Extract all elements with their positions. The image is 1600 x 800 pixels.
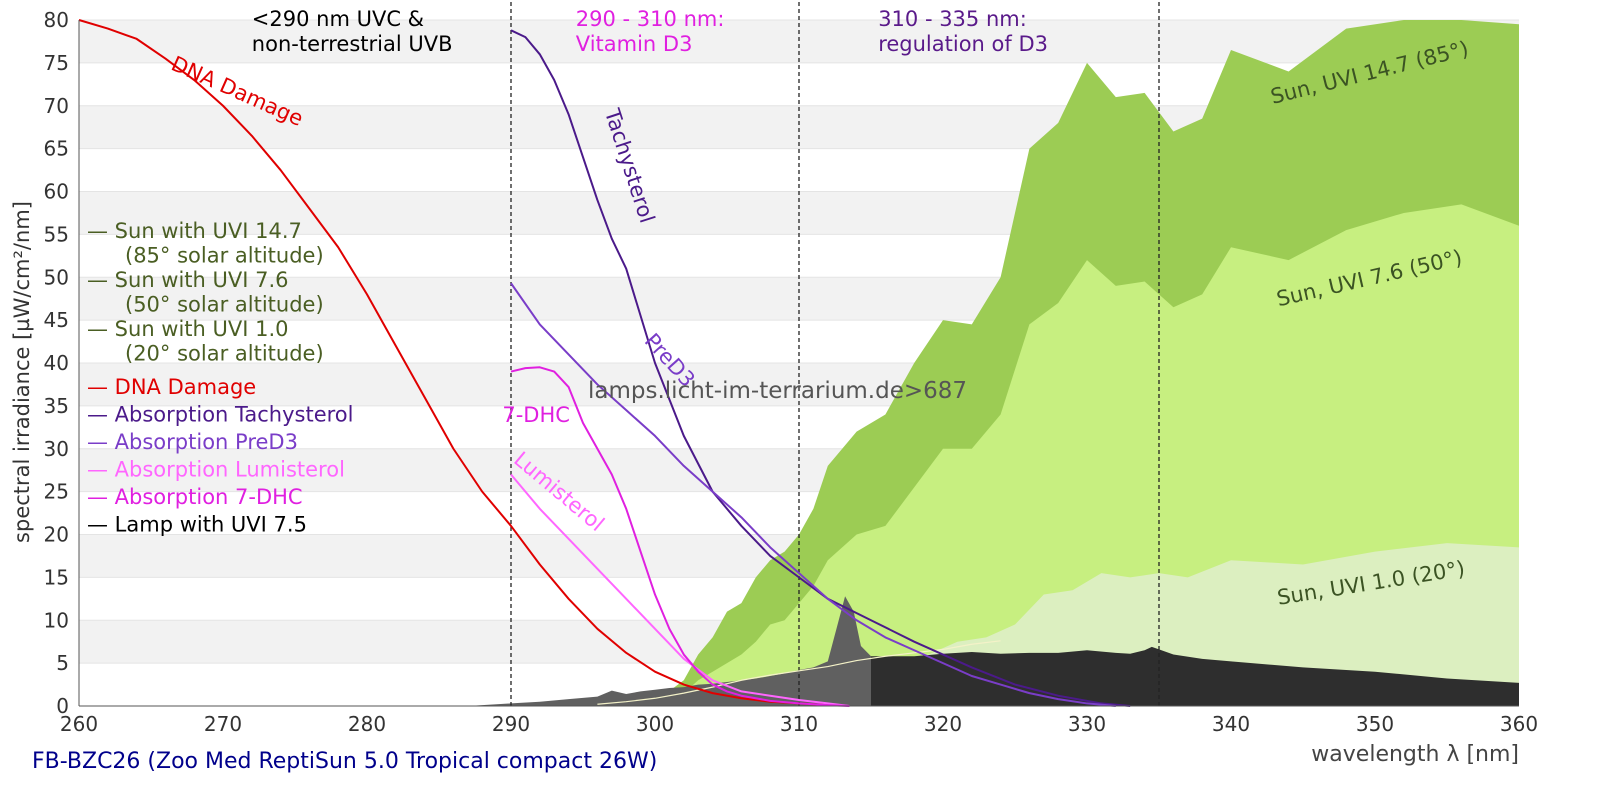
- curve-absorption-7-dhc: [510, 366, 850, 707]
- y-tick-label: 70: [44, 94, 69, 118]
- y-tick-label: 10: [44, 608, 69, 632]
- x-tick-label: 270: [204, 712, 242, 736]
- legend-entry-4: — DNA Damage: [87, 375, 256, 399]
- y-tick-label: 5: [56, 651, 69, 675]
- y-tick-label: 20: [44, 523, 69, 547]
- y-tick-label: 0: [56, 694, 69, 718]
- legend-entry-6: — Absorption PreD3: [87, 430, 298, 454]
- region-label-1: <290 nm UVC & non-terrestrial UVB: [252, 7, 453, 56]
- label-7-dhc: 7-DHC: [502, 403, 570, 427]
- y-tick-label: 60: [44, 180, 69, 204]
- y-tick-label: 40: [44, 351, 69, 375]
- x-tick-label: 280: [348, 712, 386, 736]
- legend-entry-1: — Sun with UVI 14.7 (85° solar altitude): [87, 219, 324, 268]
- curve-absorption-tachysterol: [510, 29, 1131, 707]
- x-tick-label: 360: [1500, 712, 1538, 736]
- x-tick-label: 310: [780, 712, 818, 736]
- legend-entry-7: — Absorption Lumisterol: [87, 458, 345, 482]
- y-tick-label: 15: [44, 565, 69, 589]
- y-tick-label: 25: [44, 480, 69, 504]
- sun-and-lamp-areas: [467, 20, 1519, 707]
- area-lamp-with-uvi-7-5-low: [467, 596, 871, 706]
- legend-entry-3: — Sun with UVI 1.0 (20° solar altitude): [87, 317, 324, 366]
- watermark-text: lamps.licht-im-terrarium.de>687: [588, 378, 967, 404]
- x-tick-label: 320: [924, 712, 962, 736]
- x-axis-label: wavelength λ [nm]: [1311, 742, 1519, 767]
- y-tick-label: 75: [44, 51, 69, 75]
- y-tick-label: 55: [44, 222, 69, 246]
- legend-entry-5: — Absorption Tachysterol: [87, 403, 353, 427]
- y-tick-label: 50: [44, 265, 69, 289]
- curve-absorption-pred3: [510, 282, 1116, 707]
- curve-absorption-lumisterol: [510, 473, 850, 707]
- y-tick-label: 65: [44, 137, 69, 161]
- region-label-3: 310 - 335 nm: regulation of D3: [878, 7, 1048, 56]
- y-tick-label: 30: [44, 437, 69, 461]
- x-tick-label: 340: [1212, 712, 1250, 736]
- chart-caption: FB-BZC26 (Zoo Med ReptiSun 5.0 Tropical …: [32, 749, 657, 774]
- y-tick-label: 45: [44, 308, 69, 332]
- curve-dna-damage: [78, 19, 828, 707]
- x-tick-label: 260: [60, 712, 98, 736]
- legend-entry-8: — Absorption 7-DHC: [87, 485, 303, 509]
- y-tick-label: 80: [44, 8, 69, 32]
- absorption-curves: [78, 19, 1131, 707]
- x-tick-label: 350: [1356, 712, 1394, 736]
- legend-entry-9: — Lamp with UVI 7.5: [87, 513, 307, 537]
- y-tick-label: 35: [44, 394, 69, 418]
- x-tick-label: 330: [1068, 712, 1106, 736]
- legend: — Sun with UVI 14.7 (85° solar altitude)—…: [87, 219, 353, 537]
- y-axis-label: spectral irradiance [µW/cm²/nm]: [10, 201, 34, 543]
- x-tick-label: 290: [492, 712, 530, 736]
- axes: 0 5 10 15 20 25 30 35 40 45 50 55 60 65 70 75 80 260 270 28…: [44, 8, 1539, 736]
- area-lamp-with-uvi-7-5: [871, 646, 1519, 706]
- x-tick-label: 300: [636, 712, 674, 736]
- grid-band: [79, 20, 1519, 63]
- region-divider-lines: [510, 2, 1160, 706]
- region-label-2: 290 - 310 nm: Vitamin D3: [576, 7, 725, 56]
- legend-entry-2: — Sun with UVI 7.6 (50° solar altitude): [87, 268, 324, 317]
